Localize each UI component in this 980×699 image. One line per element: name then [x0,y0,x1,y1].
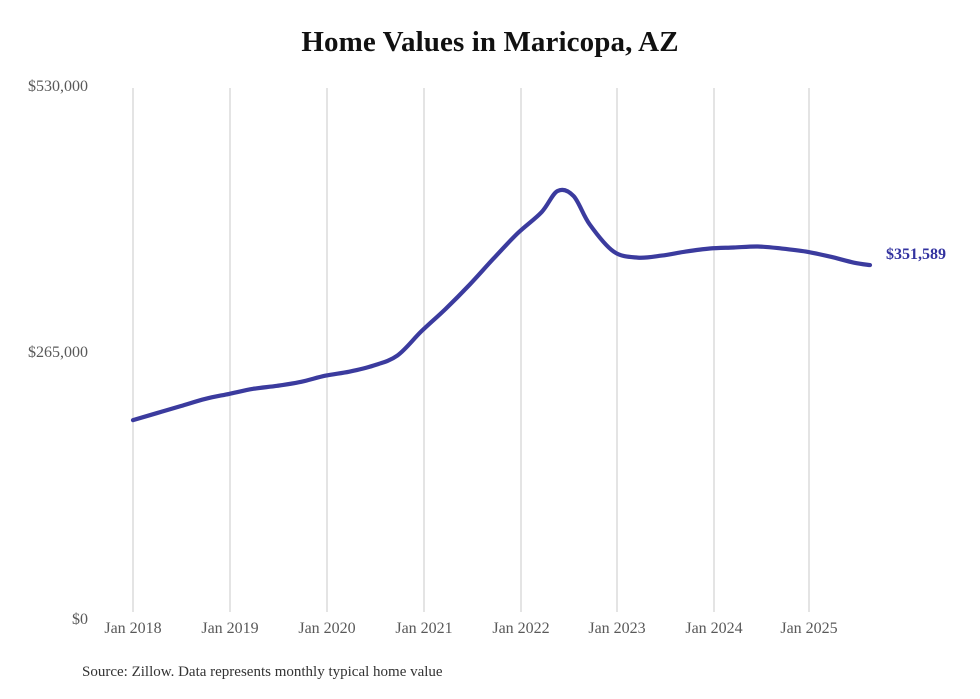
x-tick-label-jan-2025: Jan 2025 [780,620,838,637]
value-line-path [130,187,873,423]
series-typical-home-value [130,187,873,423]
chart-title: Home Values in Maricopa, AZ [301,26,679,58]
source-note: Source: Zillow. Data represents monthly … [82,664,443,680]
y-tick-label-mid: $265,000 [28,344,88,361]
x-tick-label-jan-2022: Jan 2022 [492,620,550,637]
x-tick-label-jan-2019: Jan 2019 [201,620,259,637]
x-tick-label-jan-2023: Jan 2023 [588,620,646,637]
y-tick-label-top: $530,000 [28,78,88,95]
x-tick-label-jan-2020: Jan 2020 [298,620,356,637]
end-value-annotation: $351,589 [886,246,946,263]
x-tick-label-jan-2024: Jan 2024 [685,620,743,637]
y-tick-label-zero: $0 [72,611,88,628]
x-tick-label-jan-2018: Jan 2018 [104,620,162,637]
gridlines [132,88,810,612]
x-tick-label-jan-2021: Jan 2021 [395,620,453,637]
